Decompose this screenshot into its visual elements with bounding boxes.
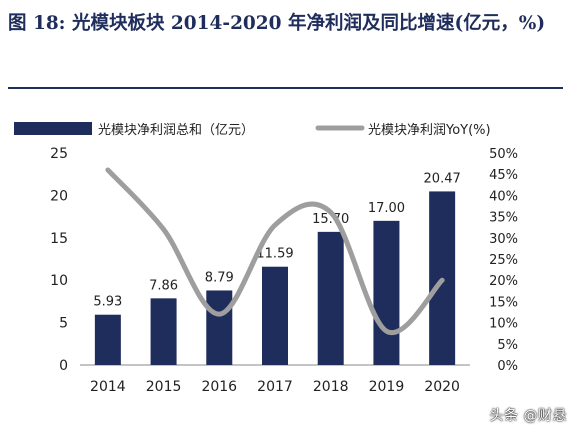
- legend-label-bars: 光模块净利润总和（亿元）: [98, 123, 254, 138]
- right-axis-ticks: 0% 5% 10% 15% 20% 25% 30% 35% 40% 45% 50%: [489, 147, 518, 374]
- bar-2017: [262, 266, 288, 365]
- yoy-line-series: [105, 167, 445, 336]
- right-axis-tick-label: 10%: [489, 317, 518, 332]
- bar-2016: [206, 290, 233, 365]
- x-axis-label: 2019: [369, 379, 405, 395]
- bar-value-label: 11.59: [256, 247, 293, 262]
- left-axis-tick-label: 5: [59, 316, 68, 332]
- right-axis-tick-label: 30%: [489, 232, 518, 247]
- right-axis-tick-label: 15%: [489, 295, 518, 310]
- bar-value-label: 7.86: [149, 278, 178, 293]
- title-divider: [8, 87, 563, 89]
- right-axis-tick-label: 50%: [489, 147, 518, 162]
- legend-swatch-bars: [14, 122, 92, 135]
- bar-value-label: 5.93: [93, 295, 122, 310]
- right-axis-tick-label: 0%: [497, 359, 518, 374]
- right-axis-tick-label: 5%: [497, 338, 518, 353]
- x-axis-label: 2015: [146, 379, 182, 395]
- chart-title: 图 18: 光模块板块 2014-2020 年净利润及同比增速(亿元，%): [8, 13, 546, 34]
- right-axis-tick-label: 20%: [489, 274, 518, 289]
- right-axis-tick-label: 40%: [489, 189, 518, 204]
- watermark: 头条 @财悬: [489, 408, 567, 424]
- left-axis-tick-label: 20: [50, 188, 68, 204]
- x-axis-label: 2020: [424, 379, 460, 395]
- bar-series: [94, 191, 456, 365]
- right-axis-tick-label: 45%: [489, 168, 518, 183]
- left-axis-tick-label: 15: [50, 231, 68, 247]
- bar-value-label: 20.47: [424, 171, 461, 186]
- x-axis-label: 2018: [313, 379, 349, 395]
- left-axis-tick-label: 10: [50, 273, 68, 289]
- left-axis-tick-label: 25: [50, 146, 68, 162]
- legend: 光模块净利润总和（亿元） 光模块净利润YoY(%): [14, 122, 491, 138]
- left-axis-tick-label: 0: [59, 358, 68, 374]
- left-axis-ticks: 0 5 10 15 20 25: [50, 146, 68, 374]
- bar-2018: [317, 231, 344, 365]
- bar-2019: [373, 220, 400, 365]
- bar-value-label: 8.79: [205, 270, 234, 285]
- right-axis-tick-label: 35%: [489, 211, 518, 226]
- x-axis-labels: 2014 2015 2016 2017 2018 2019 2020: [90, 379, 460, 395]
- x-axis-label: 2014: [90, 379, 126, 395]
- x-axis-label: 2017: [257, 379, 293, 395]
- bar-value-label: 17.00: [368, 201, 405, 216]
- right-axis-tick-label: 25%: [489, 253, 518, 268]
- bar-2014: [94, 314, 121, 365]
- x-axis-label: 2016: [201, 379, 237, 395]
- bar-2015: [150, 298, 177, 365]
- legend-label-line: 光模块净利润YoY(%): [368, 123, 491, 138]
